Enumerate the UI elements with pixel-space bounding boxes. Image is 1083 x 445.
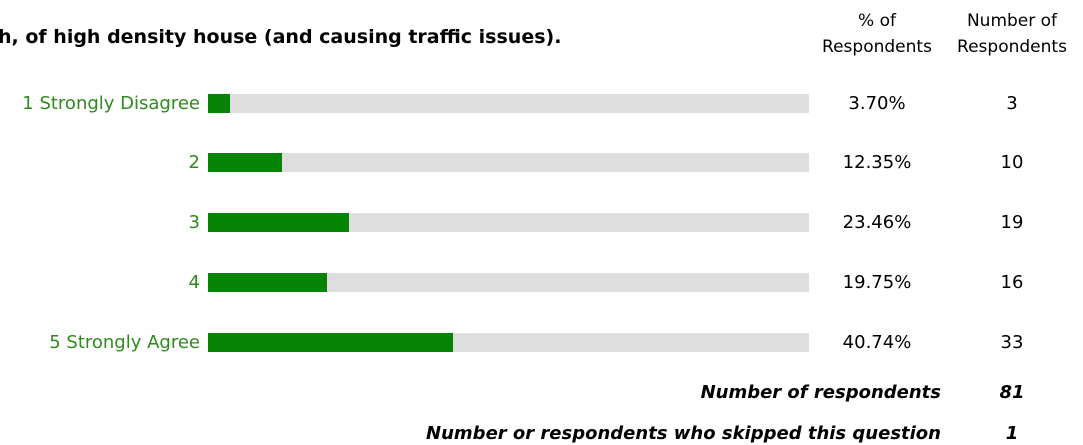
row-count-2: 10 bbox=[1000, 152, 1024, 173]
row-count-5: 33 bbox=[1000, 332, 1024, 353]
percent-header-line2: Respondents bbox=[822, 37, 932, 57]
bar-track-5 bbox=[208, 333, 809, 352]
row-label-4: 4 bbox=[188, 272, 200, 293]
total-respondents-label: Number of respondents bbox=[700, 382, 941, 403]
bar-track-4 bbox=[208, 273, 809, 292]
total-respondents-value: 81 bbox=[999, 382, 1025, 403]
percent-column-header: % of Respondents bbox=[812, 8, 942, 60]
row-percent-3: 23.46% bbox=[842, 212, 912, 233]
row-label-3: 3 bbox=[188, 212, 200, 233]
bar-3 bbox=[208, 213, 349, 232]
percent-header-line1: % of bbox=[858, 11, 896, 31]
row-percent-2: 12.35% bbox=[842, 152, 912, 173]
row-label-2: 2 bbox=[188, 152, 200, 173]
row-count-1: 3 bbox=[1006, 93, 1018, 114]
bar-4 bbox=[208, 273, 327, 292]
count-header-line2: Respondents bbox=[957, 37, 1067, 57]
row-count-3: 19 bbox=[1000, 212, 1024, 233]
bar-2 bbox=[208, 153, 282, 172]
row-count-4: 16 bbox=[1000, 272, 1024, 293]
row-percent-1: 3.70% bbox=[848, 93, 906, 114]
question-title: h, of high density house (and causing tr… bbox=[0, 26, 562, 48]
row-label-1: 1 Strongly Disagree bbox=[22, 93, 200, 114]
skipped-value: 1 bbox=[1005, 423, 1019, 444]
skipped-label: Number or respondents who skipped this q… bbox=[426, 423, 941, 444]
row-percent-4: 19.75% bbox=[842, 272, 912, 293]
count-header-line1: Number of bbox=[966, 11, 1058, 31]
bar-track-3 bbox=[208, 213, 809, 232]
row-label-5: 5 Strongly Agree bbox=[49, 332, 200, 353]
row-percent-5: 40.74% bbox=[842, 332, 912, 353]
bar-track-2 bbox=[208, 153, 809, 172]
count-column-header: Number of Respondents bbox=[942, 8, 1082, 60]
bar-track-1 bbox=[208, 94, 809, 113]
bar-5 bbox=[208, 333, 453, 352]
bar-1 bbox=[208, 94, 230, 113]
